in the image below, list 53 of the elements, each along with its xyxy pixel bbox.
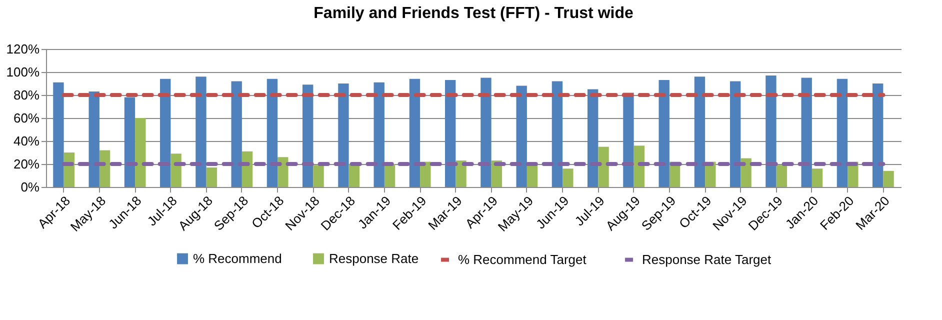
bar bbox=[634, 146, 644, 187]
bar bbox=[836, 78, 848, 187]
bar bbox=[170, 154, 182, 187]
legend-label: % Recommend Target bbox=[458, 252, 587, 267]
bar bbox=[374, 82, 384, 187]
y-tick-label: 60% bbox=[13, 110, 40, 126]
bar bbox=[196, 76, 206, 187]
bar bbox=[598, 146, 609, 187]
bar bbox=[740, 158, 752, 187]
bar bbox=[883, 170, 894, 187]
legend-label: Response Rate bbox=[329, 250, 419, 266]
y-tick-label: 0% bbox=[20, 180, 40, 194]
bar bbox=[552, 81, 563, 187]
bar bbox=[99, 150, 110, 187]
bar bbox=[801, 78, 812, 187]
bar bbox=[623, 92, 634, 187]
bar bbox=[409, 78, 420, 187]
bar bbox=[88, 92, 100, 187]
bar bbox=[242, 151, 253, 187]
bar bbox=[562, 168, 574, 187]
bar bbox=[456, 160, 466, 187]
bar bbox=[206, 167, 217, 187]
y-tick-label: 40% bbox=[13, 134, 40, 148]
y-tick-label: 80% bbox=[13, 88, 40, 102]
bar bbox=[872, 84, 884, 187]
bar bbox=[53, 82, 64, 187]
bar bbox=[302, 84, 314, 187]
bar bbox=[160, 78, 171, 187]
bar bbox=[266, 78, 278, 187]
bar bbox=[384, 164, 396, 187]
bar bbox=[516, 86, 527, 187]
y-tick-label: 20% bbox=[13, 156, 40, 172]
bar bbox=[730, 81, 741, 187]
bar bbox=[480, 78, 492, 187]
bar bbox=[766, 75, 776, 187]
bar bbox=[588, 89, 598, 187]
bar bbox=[812, 168, 823, 187]
y-tick-label: 100% bbox=[6, 64, 40, 80]
bar bbox=[694, 76, 706, 187]
bar bbox=[231, 81, 242, 187]
bar bbox=[338, 84, 349, 187]
bar bbox=[348, 164, 360, 187]
bar bbox=[313, 165, 324, 187]
bar bbox=[445, 80, 456, 187]
legend-label: Response Rate Target bbox=[642, 252, 772, 267]
bar bbox=[135, 118, 146, 187]
bar bbox=[124, 97, 136, 187]
chart-title: Family and Friends Test (FFT) - Trust wide bbox=[314, 5, 634, 22]
bar bbox=[278, 157, 288, 187]
bar bbox=[658, 80, 670, 187]
legend-label: % Recommend bbox=[193, 250, 282, 266]
y-tick-label: 120% bbox=[6, 42, 40, 56]
bar bbox=[776, 165, 787, 187]
